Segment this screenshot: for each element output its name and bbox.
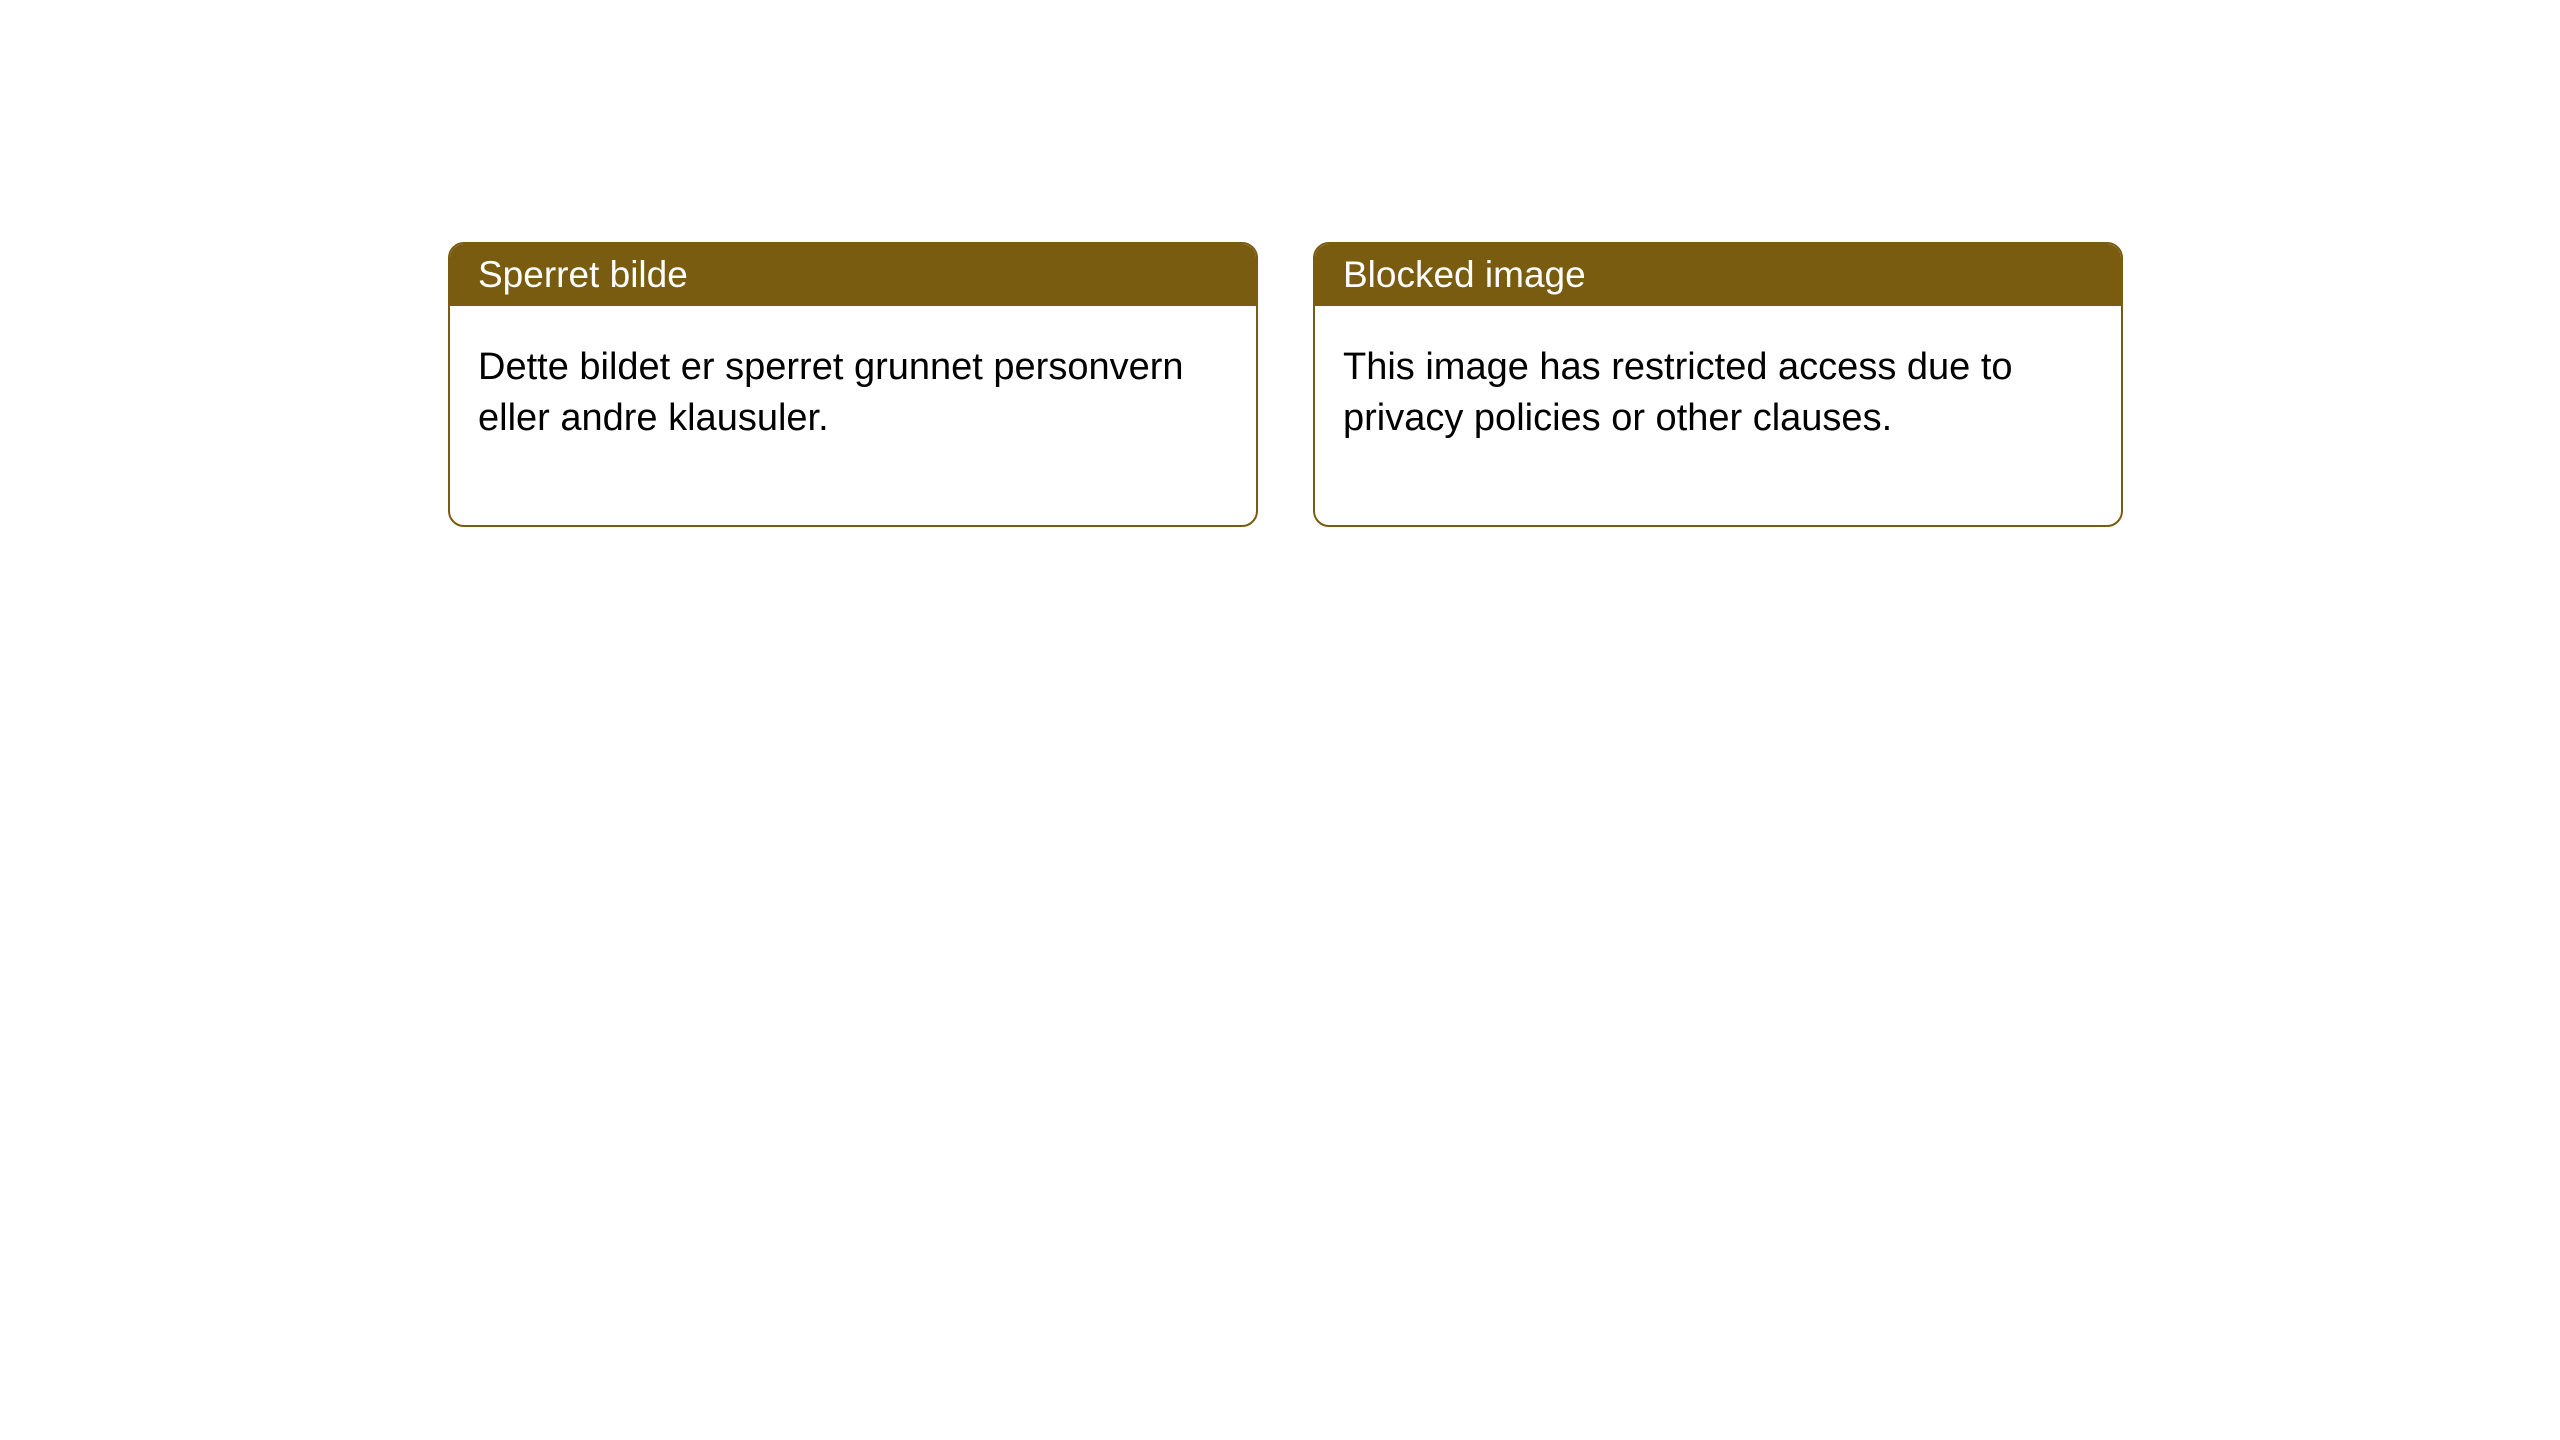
notice-card-norwegian: Sperret bilde Dette bildet er sperret gr… [448,242,1258,527]
notice-card-english: Blocked image This image has restricted … [1313,242,2123,527]
notice-container: Sperret bilde Dette bildet er sperret gr… [0,0,2560,527]
notice-body-norwegian: Dette bildet er sperret grunnet personve… [450,306,1256,525]
notice-body-english: This image has restricted access due to … [1315,306,2121,525]
notice-title-english: Blocked image [1315,244,2121,306]
notice-title-norwegian: Sperret bilde [450,244,1256,306]
